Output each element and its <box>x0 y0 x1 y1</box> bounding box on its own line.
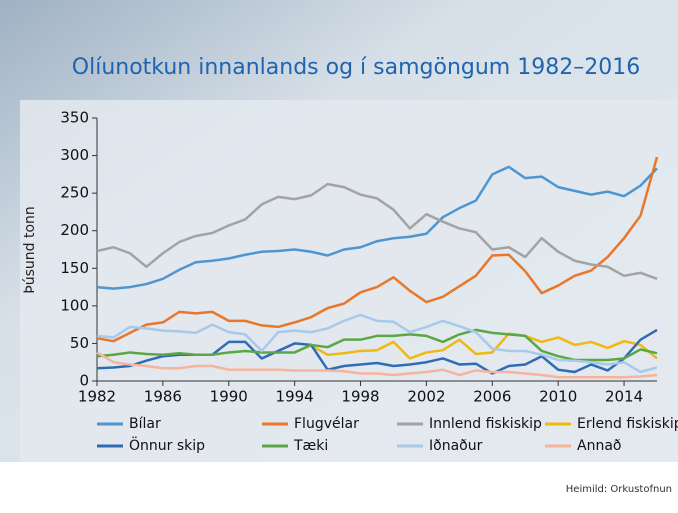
y-tick-label: 150 <box>60 259 89 277</box>
y-axis-label: Þúsund tonn <box>22 206 38 294</box>
chart-title: Olíunotkun innanlands og í samgöngum 198… <box>72 55 640 80</box>
x-tick-label: 1998 <box>341 388 379 406</box>
y-tick-label: 100 <box>60 296 89 314</box>
legend-label: Erlend fiskiskip <box>577 416 678 432</box>
y-tick-label: 350 <box>60 109 89 127</box>
y-tick-label: 200 <box>60 221 89 239</box>
legend-label: Flugvélar <box>294 416 359 432</box>
x-tick-label: 1982 <box>78 388 116 406</box>
legend-label: Bílar <box>129 416 161 432</box>
x-tick-label: 1986 <box>144 388 182 406</box>
y-tick-label: 250 <box>60 184 89 202</box>
panel <box>20 100 678 462</box>
x-tick-label: 2010 <box>539 388 577 406</box>
legend-label: Tæki <box>293 438 328 454</box>
legend-label: Önnur skip <box>129 436 205 454</box>
x-tick-label: 2002 <box>407 388 445 406</box>
x-tick-label: 1994 <box>276 388 314 406</box>
legend-label: Innlend fiskiskip <box>429 416 542 432</box>
x-tick-label: 2014 <box>605 388 643 406</box>
x-tick-label: 2006 <box>473 388 511 406</box>
legend-label: Annað <box>577 438 621 454</box>
y-tick-label: 300 <box>60 146 89 164</box>
x-tick-label: 1990 <box>210 388 248 406</box>
y-tick-label: 50 <box>70 334 89 352</box>
legend-label: Iðnaður <box>429 438 483 454</box>
chart: Olíunotkun innanlands og í samgöngum 198… <box>0 0 678 509</box>
source: Heimild: Orkustofnun <box>566 484 672 495</box>
